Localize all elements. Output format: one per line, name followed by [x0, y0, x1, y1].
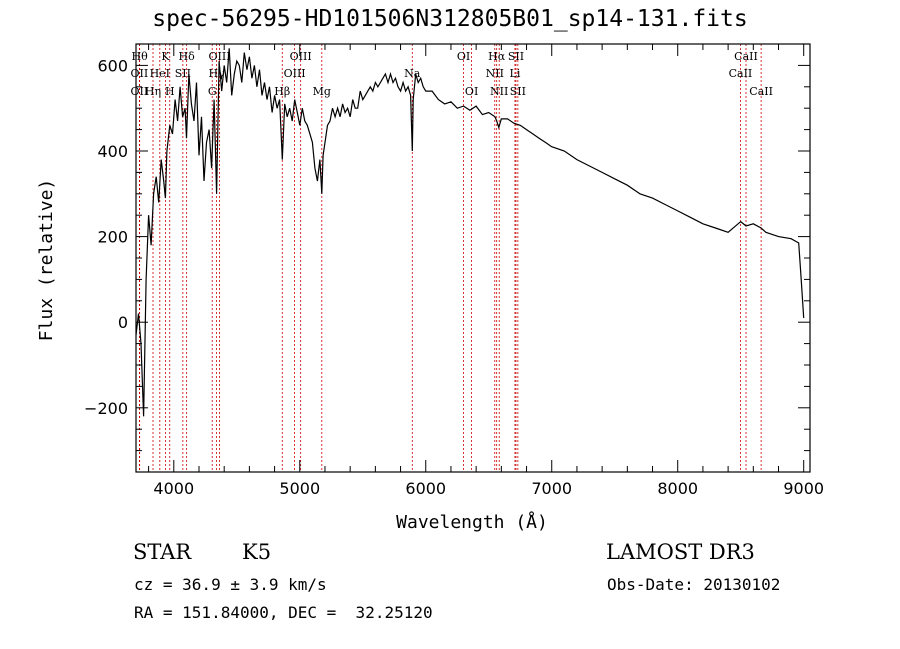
spectral-line-label: SII: [508, 50, 524, 63]
x-tick-label: 6000: [405, 479, 446, 498]
y-axis-label: Flux (relative): [36, 179, 57, 342]
spectral-line-label: NII: [486, 67, 504, 80]
spectral-line-label: Mg: [313, 85, 331, 98]
spectral-line-label: NII: [490, 85, 508, 98]
x-tick-label: 4000: [153, 479, 194, 498]
spectral-line-label: OII: [131, 67, 149, 80]
spectral-line-label: Hα: [488, 50, 506, 63]
spectral-line-label: G: [208, 85, 217, 98]
spectral-line-label: Hθ: [132, 50, 149, 63]
y-tick-label: 400: [97, 142, 128, 161]
x-tick-label: 7000: [531, 479, 572, 498]
spectral-line-label: CaII: [734, 50, 758, 63]
spectral-line-label: Na: [404, 67, 421, 80]
spectral-line-label: OII: [131, 85, 149, 98]
spectral-line-label: SII: [175, 67, 191, 80]
object-subclass: K5: [242, 540, 272, 564]
y-tick-label: 0: [118, 313, 128, 332]
spectral-line-label: SII: [510, 85, 526, 98]
x-tick-label: 9000: [783, 479, 824, 498]
spectral-line-label: CaII: [749, 85, 773, 98]
spectral-line-label: Hγ: [209, 67, 226, 80]
line-labels-layer: HθOIIOIIHηHeIKHSIIHδHγGOIIIHβOIIIOIIIMgN…: [131, 50, 773, 98]
spectrum-line: [135, 48, 805, 417]
obs-date-text: Obs-Date: 20130102: [607, 575, 781, 594]
survey-name: LAMOST DR3: [606, 540, 755, 564]
ra-dec-text: RA = 151.84000, DEC = 32.25120: [134, 603, 433, 622]
spectral-line-label: Hδ: [179, 50, 196, 63]
object-class: STAR: [133, 540, 192, 564]
spectral-line-label: Hβ: [274, 85, 290, 98]
spectral-line-label: Hη: [145, 85, 161, 98]
y-tick-label: 600: [97, 56, 128, 75]
spectral-line-label: H: [165, 85, 175, 98]
redshift-text: cz = 36.9 ± 3.9 km/s: [134, 575, 327, 594]
spectral-line-label: OIII: [208, 50, 230, 63]
x-tick-label: 5000: [279, 479, 320, 498]
x-axis-label: Wavelength (Å): [396, 511, 548, 533]
axis-ticks-layer: 4000 5000 6000 7000 8000 9000 −200 0 200 400 600: [84, 44, 824, 498]
spectral-line-label: K: [161, 50, 170, 63]
emission-lines-layer: [139, 44, 762, 472]
y-tick-label: 200: [97, 228, 128, 247]
x-tick-label: 8000: [657, 479, 698, 498]
spectral-line-label: OI: [465, 85, 478, 98]
spectral-line-label: HeI: [150, 67, 170, 80]
y-tick-label: −200: [84, 399, 128, 418]
spectral-line-label: OIII: [284, 67, 306, 80]
spectral-line-label: Li: [510, 67, 521, 80]
spectral-line-label: CaII: [729, 67, 753, 80]
spectral-line-label: OI: [457, 50, 470, 63]
chart-title: spec-56295-HD101506N312805B01_sp14-131.f…: [152, 6, 748, 32]
spectral-line-label: OIII: [290, 50, 312, 63]
